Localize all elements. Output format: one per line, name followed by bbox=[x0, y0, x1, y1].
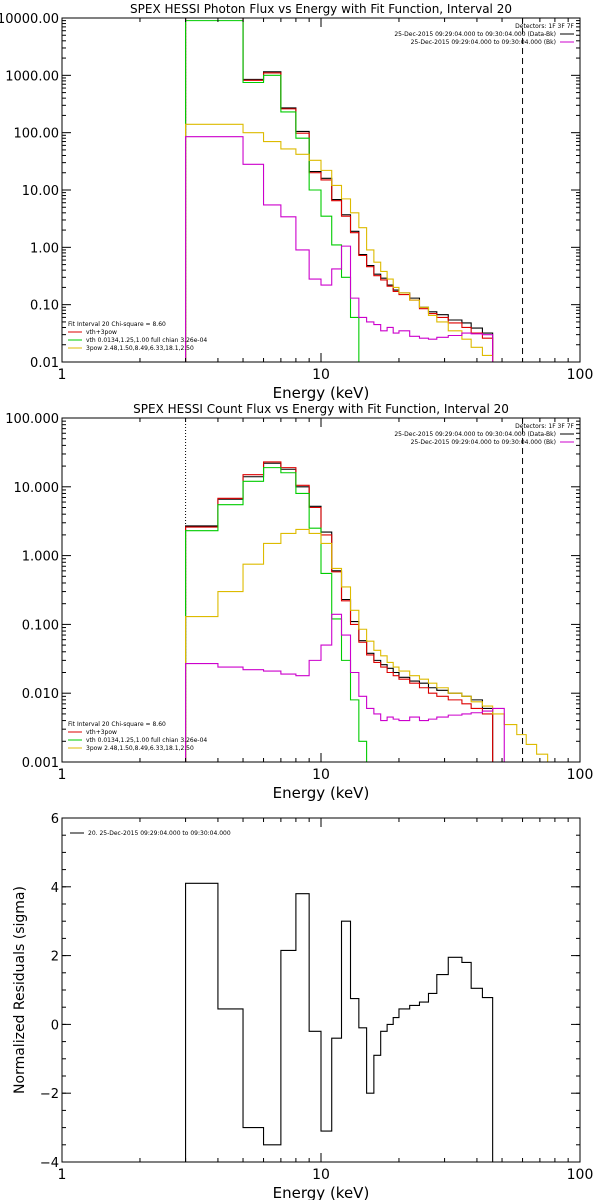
series-3-line bbox=[185, 467, 368, 762]
legend-text: 25-Dec-2015 09:29:04.000 to 09:30:04.000… bbox=[394, 31, 556, 38]
x-axis-label: Energy (keV) bbox=[273, 1184, 370, 1200]
y-tick-label: 1.000 bbox=[22, 550, 59, 565]
legend-text: vth 0.0134,1.25,1.00 full chian 3.26e-04 bbox=[86, 337, 207, 344]
y-tick-label: 0.001 bbox=[22, 756, 59, 771]
legend-text: 20. 25-Dec-2015 09:29:04.000 to 09:30:04… bbox=[88, 830, 231, 837]
x-axis-label: Energy (keV) bbox=[273, 784, 370, 802]
chart-panel-2: SPEX HESSI Count Flux vs Energy with Fit… bbox=[5, 402, 593, 802]
y-tick-label: 10000.00 bbox=[0, 12, 59, 27]
legend-text: 25-Dec-2015 09:29:04.000 to 09:30:04.000… bbox=[411, 439, 556, 446]
y-tick-label: 10.00 bbox=[22, 184, 59, 199]
series-2-line bbox=[185, 461, 494, 762]
legend-text: vth 0.0134,1.25,1.00 full chian 3.26e-04 bbox=[86, 737, 207, 744]
series-1-line bbox=[185, 18, 494, 362]
x-tick-label: 1 bbox=[58, 1167, 67, 1183]
x-tick-label: 100 bbox=[567, 367, 594, 383]
series-2-line bbox=[185, 18, 494, 362]
x-tick-label: 10 bbox=[312, 767, 330, 783]
legend-text: vth+3pow bbox=[86, 729, 117, 736]
series-group bbox=[185, 461, 559, 762]
y-tick-label: 0.01 bbox=[30, 356, 59, 371]
legend-text: 3pow 2.48,1.50,8.49,6.33,18.1,2.50 bbox=[86, 345, 194, 352]
chart-panel-1: SPEX HESSI Photon Flux vs Energy with Fi… bbox=[0, 2, 593, 402]
series-group bbox=[185, 18, 505, 362]
series-5-line bbox=[185, 613, 505, 762]
legend-text: Detectors: 1F 3F 7F bbox=[515, 23, 574, 30]
x-tick-label: 100 bbox=[567, 1167, 594, 1183]
legend-text: vth+3pow bbox=[86, 329, 117, 336]
y-tick-label: 10.000 bbox=[14, 481, 60, 496]
legend-text: Detectors: 1F 3F 7F bbox=[515, 423, 574, 430]
plot-frame bbox=[61, 417, 581, 763]
x-tick-label: 10 bbox=[312, 367, 330, 383]
y-tick-label: 100.00 bbox=[14, 127, 60, 142]
chart-title: SPEX HESSI Count Flux vs Energy with Fit… bbox=[133, 402, 509, 416]
series-1-line bbox=[185, 882, 494, 1162]
x-axis-label: Energy (keV) bbox=[273, 384, 370, 402]
y-tick-label: 4 bbox=[51, 881, 59, 896]
legend-text: 25-Dec-2015 09:29:04.000 to 09:30:04.000… bbox=[394, 431, 556, 438]
series-4-line bbox=[185, 123, 505, 362]
x-tick-label: 100 bbox=[567, 767, 594, 783]
y-tick-label: 6 bbox=[51, 812, 59, 827]
chart-panel-3: 1 10 100 Energy (keV) −4 −2 0 2 4 6 Normalized Res… bbox=[12, 812, 593, 1200]
chart-title: SPEX HESSI Photon Flux vs Energy with Fi… bbox=[130, 2, 512, 16]
x-tick-label: 1 bbox=[58, 767, 67, 783]
y-axis-label: Normalized Residuals (sigma) bbox=[12, 886, 28, 1094]
y-tick-label: 1000.00 bbox=[5, 69, 59, 84]
y-tick-label: 2 bbox=[51, 950, 59, 965]
legend-header: Fit Interval 20 Chi-square = 8.60 bbox=[68, 321, 166, 328]
y-tick-label: −4 bbox=[40, 1156, 59, 1171]
series-3-line bbox=[185, 20, 368, 362]
y-tick-label: 0 bbox=[51, 1018, 59, 1033]
x-tick-label: 10 bbox=[312, 1167, 330, 1183]
series-1-line bbox=[185, 462, 494, 762]
y-tick-label: 0.100 bbox=[22, 618, 59, 633]
y-tick-label: 100.000 bbox=[5, 412, 59, 427]
x-tick-label: 1 bbox=[58, 367, 67, 383]
series-5-line bbox=[185, 136, 494, 362]
series-group bbox=[185, 882, 494, 1162]
y-tick-label: 0.10 bbox=[30, 299, 59, 314]
y-tick-label: 1.00 bbox=[30, 241, 59, 256]
legend-text: 3pow 2.48,1.50,8.49,6.33,18.1,2.50 bbox=[86, 745, 194, 752]
y-tick-label: −2 bbox=[40, 1087, 59, 1102]
series-4-line bbox=[185, 528, 559, 762]
y-tick-label: 0.010 bbox=[22, 687, 59, 702]
legend-text: 25-Dec-2015 09:29:04.000 to 09:30:04.000… bbox=[411, 39, 556, 46]
legend-header: Fit Interval 20 Chi-square = 8.60 bbox=[68, 721, 166, 728]
